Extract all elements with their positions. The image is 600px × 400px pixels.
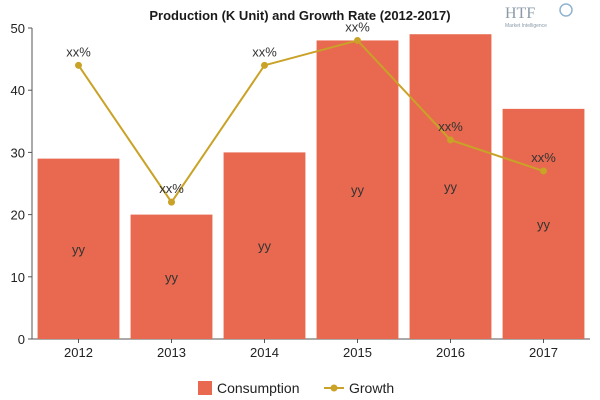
bar-data-label: yy (351, 183, 365, 198)
growth-point (261, 61, 268, 69)
bar-data-label: yy (537, 217, 551, 232)
x-tick-label: 2013 (157, 345, 186, 360)
bar-data-label: yy (444, 180, 458, 195)
bar-series (37, 34, 585, 339)
line-series (75, 36, 547, 206)
y-tick-label: 0 (18, 332, 25, 347)
logo-tagline: Market Intelligence (505, 23, 547, 29)
growth-point (447, 136, 454, 144)
growth-point (168, 198, 175, 206)
growth-line (77, 39, 544, 204)
growth-data-label: xx% (531, 150, 556, 165)
htf-logo: HTF Market Intelligence (505, 3, 573, 29)
bar-data-label: yy (165, 270, 179, 285)
growth-point (75, 61, 82, 69)
growth-point (540, 167, 547, 175)
x-tick-label: 2015 (343, 345, 372, 360)
logo-brand: HTF (505, 5, 535, 22)
growth-data-label: xx% (345, 19, 370, 34)
y-tick-label: 50 (11, 21, 25, 36)
legend: Consumption Growth (198, 380, 394, 396)
axes: 0 10 20 30 40 50 2012 2013 2014 2015 2016 2017 (11, 21, 590, 360)
bar (130, 214, 213, 339)
bar (223, 152, 306, 339)
legend-consumption-label: Consumption (217, 380, 300, 396)
bar (37, 158, 120, 339)
y-tick-label: 20 (11, 208, 25, 223)
growth-data-label: xx% (159, 181, 184, 196)
growth-data-label: xx% (438, 119, 463, 134)
bar (316, 40, 399, 339)
growth-data-label: xx% (66, 44, 91, 59)
bar-data-label: yy (72, 242, 86, 257)
bar-labels: yy yy yy yy yy yy (72, 180, 551, 285)
x-tick-label: 2012 (64, 345, 93, 360)
x-tick-label: 2017 (529, 345, 558, 360)
bar (502, 108, 585, 339)
x-tick-label: 2016 (436, 345, 465, 360)
globe-icon (559, 3, 573, 17)
y-tick-label: 40 (11, 83, 25, 98)
y-tick-label: 30 (11, 145, 25, 160)
bar (409, 34, 492, 339)
growth-point (354, 36, 361, 44)
bar-data-label: yy (258, 239, 272, 254)
chart-title: Production (K Unit) and Growth Rate (201… (149, 8, 450, 23)
growth-data-label: xx% (252, 44, 277, 59)
line-labels: xx% xx% xx% xx% xx% xx% (66, 19, 556, 196)
y-tick-label: 10 (11, 270, 25, 285)
legend-growth-marker (330, 384, 338, 392)
x-tick-label: 2014 (250, 345, 279, 360)
legend-consumption-swatch (198, 381, 212, 395)
legend-growth-label: Growth (349, 380, 394, 396)
